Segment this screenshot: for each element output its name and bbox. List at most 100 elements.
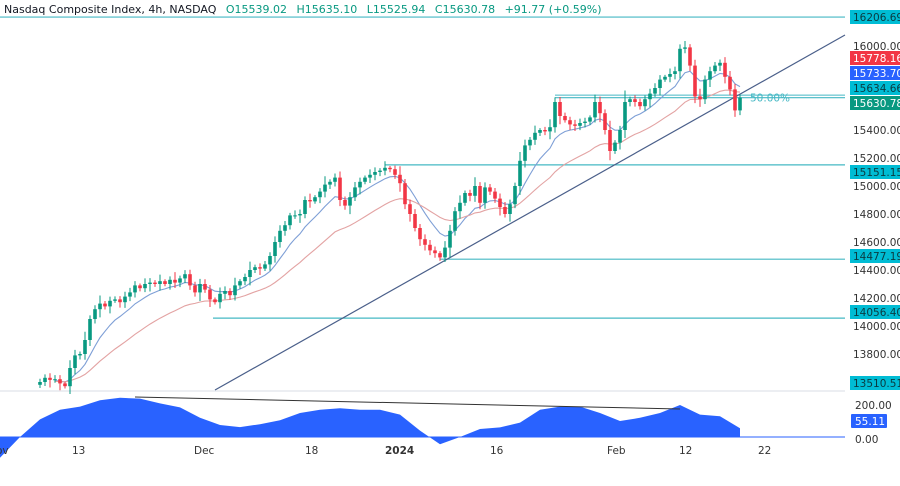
- price-tick-label: 15200.00: [853, 153, 900, 165]
- candle-body: [133, 285, 137, 293]
- change-value: +91.77 (+0.59%): [504, 3, 602, 16]
- candle-body: [433, 250, 437, 254]
- candle-body: [563, 116, 567, 121]
- candle: [48, 373, 52, 388]
- candle: [273, 236, 277, 263]
- candle-body: [108, 300, 112, 307]
- candle: [508, 199, 512, 222]
- candle: [268, 252, 272, 271]
- candle: [68, 360, 72, 394]
- candle-body: [193, 285, 197, 293]
- candle: [158, 274, 162, 291]
- candle: [433, 246, 437, 258]
- candle-body: [293, 215, 297, 217]
- candle: [513, 182, 517, 209]
- time-tick-label: 18: [305, 445, 318, 457]
- candle-body: [443, 247, 447, 258]
- candle-body: [313, 197, 317, 202]
- candle-body: [263, 264, 267, 269]
- candle: [298, 209, 302, 223]
- candle-body: [168, 279, 172, 284]
- candle-body: [543, 130, 547, 132]
- candle: [253, 264, 257, 274]
- candle-body: [93, 309, 97, 319]
- candle-body: [318, 191, 322, 198]
- price-label-bg: [850, 305, 900, 319]
- candle-body: [373, 172, 377, 175]
- price-label-bg: [850, 165, 900, 179]
- candle: [138, 283, 142, 292]
- candle: [118, 296, 122, 308]
- candle: [428, 240, 432, 256]
- candle: [463, 190, 467, 206]
- candle: [58, 375, 62, 391]
- candle: [488, 183, 492, 196]
- candle: [153, 280, 157, 287]
- candle-body: [253, 267, 257, 270]
- candle: [308, 193, 312, 208]
- candle: [663, 74, 667, 82]
- oscillator-trendline[interactable]: [134, 396, 681, 410]
- price-label: 15733.70: [850, 66, 900, 80]
- trendline[interactable]: [214, 34, 846, 391]
- candle-body: [668, 74, 672, 77]
- candle: [73, 349, 77, 375]
- price-tick-label: 15400.00: [853, 125, 900, 137]
- price-label-text: 15151.15: [853, 167, 900, 179]
- slow-moving-average-line: [54, 89, 741, 383]
- candle: [523, 139, 527, 168]
- high-value: H15635.10: [296, 3, 358, 16]
- candle-body: [238, 281, 242, 286]
- candle-body: [378, 170, 382, 172]
- candle-body: [283, 225, 287, 231]
- candle-body: [68, 368, 72, 387]
- candle-body: [363, 177, 367, 182]
- candle-body: [653, 88, 657, 94]
- candle: [43, 374, 47, 386]
- candle: [418, 223, 422, 246]
- candle: [553, 97, 557, 133]
- price-label-bg: [850, 81, 900, 95]
- candle: [248, 261, 252, 286]
- time-tick-label: 12: [679, 445, 692, 457]
- candle: [288, 212, 292, 230]
- candle-body: [608, 130, 612, 151]
- price-tick-label: 14200.00: [853, 293, 900, 305]
- candle-body: [83, 340, 87, 354]
- candle: [143, 278, 147, 293]
- candle-body: [123, 296, 127, 303]
- candle: [303, 196, 307, 219]
- symbol-title[interactable]: Nasdaq Composite Index, 4h, NASDAQ: [4, 3, 217, 16]
- candle-body: [98, 303, 102, 310]
- candle-body: [423, 239, 427, 245]
- candle: [188, 269, 192, 290]
- candle-body: [593, 102, 597, 118]
- fast-moving-average-line: [54, 70, 741, 383]
- candle: [193, 281, 197, 297]
- candle-body: [158, 281, 162, 284]
- candle: [38, 378, 42, 389]
- candle: [173, 272, 177, 288]
- candle: [578, 118, 582, 131]
- candle: [423, 234, 427, 251]
- price-label: 14477.19: [850, 249, 900, 263]
- candle: [383, 161, 387, 176]
- candle-body: [573, 124, 577, 126]
- candle: [53, 375, 57, 383]
- candle: [718, 59, 722, 72]
- candle-body: [138, 285, 142, 289]
- candle: [708, 66, 712, 88]
- candle: [688, 44, 692, 72]
- candle-body: [258, 267, 262, 269]
- candle: [213, 297, 217, 305]
- candle-body: [143, 284, 147, 289]
- candle: [228, 288, 232, 300]
- candle-body: [348, 197, 352, 206]
- candle-body: [558, 102, 562, 116]
- candle-body: [493, 191, 497, 199]
- candle-body: [698, 96, 702, 100]
- candle-body: [163, 281, 167, 284]
- candle: [328, 179, 332, 189]
- candle: [448, 224, 452, 258]
